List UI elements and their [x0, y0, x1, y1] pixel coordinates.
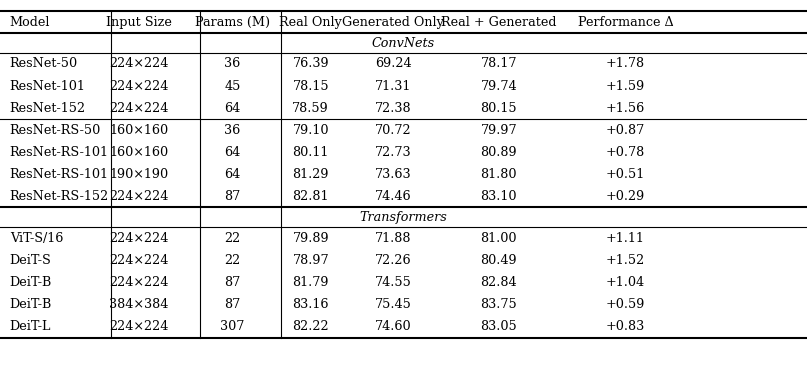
Text: 224×224: 224×224 [109, 102, 169, 115]
Text: +1.52: +1.52 [606, 254, 645, 267]
Text: Model: Model [10, 15, 50, 29]
Text: 81.79: 81.79 [292, 276, 329, 289]
Text: 64: 64 [224, 146, 240, 159]
Text: 74.60: 74.60 [374, 320, 412, 333]
Text: 80.49: 80.49 [480, 254, 517, 267]
Text: ResNet-RS-152: ResNet-RS-152 [10, 190, 109, 203]
Text: 74.46: 74.46 [374, 190, 412, 203]
Text: DeiT-S: DeiT-S [10, 254, 52, 267]
Text: 81.80: 81.80 [480, 168, 517, 181]
Text: 71.31: 71.31 [374, 80, 412, 92]
Text: ResNet-152: ResNet-152 [10, 102, 86, 115]
Text: 64: 64 [224, 102, 240, 115]
Text: 74.55: 74.55 [374, 276, 412, 289]
Text: 76.39: 76.39 [292, 58, 329, 70]
Text: ResNet-101: ResNet-101 [10, 80, 86, 92]
Text: 75.45: 75.45 [374, 298, 412, 311]
Text: +1.78: +1.78 [606, 58, 645, 70]
Text: +1.11: +1.11 [606, 232, 645, 245]
Text: 224×224: 224×224 [109, 254, 169, 267]
Text: 80.11: 80.11 [292, 146, 329, 159]
Text: 160×160: 160×160 [109, 124, 169, 137]
Text: 72.26: 72.26 [374, 254, 412, 267]
Text: +1.04: +1.04 [606, 276, 645, 289]
Text: 224×224: 224×224 [109, 190, 169, 203]
Text: 79.89: 79.89 [292, 232, 329, 245]
Text: +0.83: +0.83 [606, 320, 645, 333]
Text: 83.75: 83.75 [480, 298, 517, 311]
Text: 224×224: 224×224 [109, 320, 169, 333]
Text: 72.73: 72.73 [374, 146, 412, 159]
Text: 72.38: 72.38 [374, 102, 412, 115]
Text: +1.59: +1.59 [606, 80, 645, 92]
Text: 82.81: 82.81 [292, 190, 329, 203]
Text: 81.00: 81.00 [480, 232, 517, 245]
Text: 82.22: 82.22 [292, 320, 329, 333]
Text: 79.74: 79.74 [480, 80, 517, 92]
Text: 160×160: 160×160 [109, 146, 169, 159]
Text: 224×224: 224×224 [109, 276, 169, 289]
Text: ResNet-RS-101: ResNet-RS-101 [10, 168, 109, 181]
Text: ViT-S/16: ViT-S/16 [10, 232, 63, 245]
Text: Generated Only: Generated Only [342, 15, 444, 29]
Text: 78.59: 78.59 [292, 102, 329, 115]
Text: 83.10: 83.10 [480, 190, 517, 203]
Text: DeiT-L: DeiT-L [10, 320, 51, 333]
Text: DeiT-B: DeiT-B [10, 298, 52, 311]
Text: 70.72: 70.72 [374, 124, 412, 137]
Text: 79.97: 79.97 [480, 124, 517, 137]
Text: 87: 87 [224, 276, 240, 289]
Text: Real Only: Real Only [279, 15, 342, 29]
Text: +1.56: +1.56 [606, 102, 645, 115]
Text: 78.15: 78.15 [292, 80, 329, 92]
Text: 36: 36 [224, 124, 240, 137]
Text: 80.89: 80.89 [480, 146, 517, 159]
Text: 71.88: 71.88 [374, 232, 412, 245]
Text: 78.97: 78.97 [292, 254, 329, 267]
Text: +0.51: +0.51 [606, 168, 645, 181]
Text: 22: 22 [224, 232, 240, 245]
Text: 69.24: 69.24 [374, 58, 412, 70]
Text: 45: 45 [224, 80, 240, 92]
Text: 224×224: 224×224 [109, 80, 169, 92]
Text: +0.59: +0.59 [606, 298, 645, 311]
Text: 83.16: 83.16 [292, 298, 329, 311]
Text: 22: 22 [224, 254, 240, 267]
Text: 36: 36 [224, 58, 240, 70]
Text: 224×224: 224×224 [109, 58, 169, 70]
Text: 87: 87 [224, 298, 240, 311]
Text: ConvNets: ConvNets [372, 36, 435, 50]
Text: 79.10: 79.10 [292, 124, 329, 137]
Text: +0.29: +0.29 [606, 190, 645, 203]
Text: 307: 307 [220, 320, 245, 333]
Text: ResNet-50: ResNet-50 [10, 58, 77, 70]
Text: 80.15: 80.15 [480, 102, 517, 115]
Text: 73.63: 73.63 [374, 168, 412, 181]
Text: 64: 64 [224, 168, 240, 181]
Text: +0.87: +0.87 [606, 124, 645, 137]
Text: DeiT-B: DeiT-B [10, 276, 52, 289]
Text: 87: 87 [224, 190, 240, 203]
Text: Real + Generated: Real + Generated [441, 15, 557, 29]
Text: 78.17: 78.17 [480, 58, 517, 70]
Text: 83.05: 83.05 [480, 320, 517, 333]
Text: 190×190: 190×190 [109, 168, 169, 181]
Text: Transformers: Transformers [360, 211, 447, 224]
Text: 224×224: 224×224 [109, 232, 169, 245]
Text: 81.29: 81.29 [292, 168, 329, 181]
Text: Params (M): Params (M) [194, 15, 270, 29]
Text: 384×384: 384×384 [109, 298, 169, 311]
Text: ResNet-RS-50: ResNet-RS-50 [10, 124, 101, 137]
Text: ResNet-RS-101: ResNet-RS-101 [10, 146, 109, 159]
Text: 82.84: 82.84 [480, 276, 517, 289]
Text: Performance Δ: Performance Δ [578, 15, 673, 29]
Text: Input Size: Input Size [106, 15, 172, 29]
Text: +0.78: +0.78 [606, 146, 645, 159]
